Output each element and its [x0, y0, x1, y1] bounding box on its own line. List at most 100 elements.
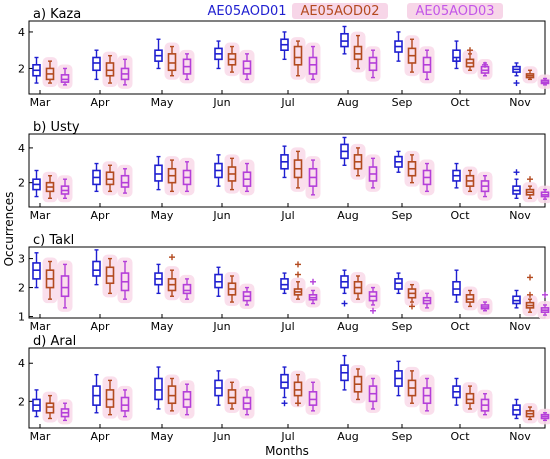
outlier-marker [527, 291, 533, 298]
box-jun-s3 [239, 385, 255, 419]
x-tick-label: May [151, 96, 174, 109]
x-tick-label: Jun [212, 320, 230, 333]
box-jun-s3 [239, 283, 255, 309]
box-iqr [154, 377, 163, 401]
plot-frame [28, 20, 546, 95]
x-tick-label: Nov [509, 320, 531, 333]
box-jun-s1 [214, 370, 223, 406]
box-jul-s1 [280, 272, 289, 295]
x-tick-label: Oct [450, 96, 470, 109]
box-apr-s3 [117, 385, 133, 421]
x-tick-label: Sep [392, 430, 413, 443]
box-sep-s1 [394, 150, 403, 173]
box-iqr [167, 53, 177, 72]
box-apr-s2 [102, 376, 118, 419]
box-iqr [60, 74, 70, 83]
box-iqr [242, 60, 252, 75]
legend-item-2: AE05AOD02 [300, 4, 379, 19]
x-tick-label: Nov [509, 96, 531, 109]
box-aug-s2 [350, 143, 366, 180]
box-mar-s2 [42, 57, 58, 88]
box-halo [117, 55, 133, 89]
box-halo [477, 58, 493, 80]
outlier-marker [370, 307, 376, 314]
panel-4: d) Aral 2 4 Mar Apr May Jun Jul Aug Sep Oct Nov [18, 334, 550, 443]
x-tick-label: May [151, 320, 174, 333]
box-iqr [60, 275, 70, 298]
y-tick-label: 4 [18, 26, 25, 39]
box-iqr [227, 389, 237, 405]
y-tick-label: 2 [18, 177, 25, 190]
box-halo [365, 46, 381, 82]
box-aug-s2 [350, 271, 366, 304]
box-halo [117, 164, 133, 198]
box-sep-s1 [394, 31, 403, 62]
box-aug-s1 [340, 354, 349, 391]
box-halo [404, 366, 420, 408]
box-halo [102, 161, 118, 196]
outlier-marker [467, 47, 473, 54]
box-nov-s2 [522, 66, 538, 84]
box-apr-s2 [102, 161, 118, 196]
box-halo [164, 266, 180, 301]
x-tick-label: Jul [280, 96, 294, 109]
box-iqr [340, 32, 349, 48]
legend-item-1: AE05AOD01 [207, 4, 286, 19]
box-oct-s3 [477, 389, 493, 419]
box-mar-s3 [57, 260, 73, 312]
box-halo [117, 385, 133, 421]
x-tick-label: Aug [337, 209, 358, 222]
box-halo [365, 154, 381, 192]
box-nov-s3 [537, 408, 550, 425]
box-apr-s2 [102, 51, 118, 88]
x-tick-label: Aug [337, 96, 358, 109]
x-tick-label: Oct [450, 320, 470, 333]
box-nov-s2 [522, 403, 538, 424]
box-mar-s3 [57, 64, 73, 89]
box-oct-s3 [477, 298, 493, 315]
legend: AE05AOD01 AE05AOD02 AE05AOD03 [207, 3, 503, 19]
box-jun-s2 [224, 271, 240, 307]
box-oct-s2 [462, 49, 478, 75]
box-halo [522, 66, 538, 84]
y-tick-label: 2 [18, 62, 25, 75]
box-mar-s1 [32, 389, 41, 418]
x-tick-label: Apr [90, 320, 110, 333]
box-halo [42, 257, 58, 304]
box-mar-s1 [32, 252, 41, 289]
box-may-s1 [154, 38, 163, 70]
x-tick-label: Jul [280, 320, 294, 333]
box-iqr [154, 164, 163, 182]
box-halo [239, 385, 255, 419]
box-mar-s1 [32, 169, 41, 198]
box-jul-s1 [280, 145, 289, 179]
box-jul-s3 [305, 286, 321, 308]
outlier-marker [341, 300, 348, 307]
box-iqr [120, 174, 130, 188]
y-tick-label: 1 [18, 311, 25, 324]
box-apr-s3 [117, 55, 133, 89]
box-apr-s3 [117, 164, 133, 198]
outlier-marker [295, 271, 301, 278]
panel-title: d) Aral [33, 334, 76, 349]
box-mar-s2 [42, 391, 58, 423]
outlier-marker [169, 254, 175, 261]
box-jun-s2 [224, 378, 240, 413]
box-halo [462, 49, 478, 75]
box-halo [462, 382, 478, 413]
box-sep-s2 [404, 35, 420, 77]
box-sep-s3 [419, 374, 435, 415]
box-oct-s2 [462, 286, 478, 311]
box-jun-s1 [214, 266, 223, 297]
x-tick-label: Sep [392, 209, 413, 222]
panel-title: a) Kaza [33, 7, 81, 22]
x-tick-label: May [151, 209, 174, 222]
outlier-marker [409, 303, 415, 310]
box-nov-s2 [522, 182, 538, 203]
box-iqr [293, 45, 303, 66]
box-apr-s1 [92, 249, 101, 286]
outlier-marker [453, 58, 460, 65]
box-aug-s3 [365, 46, 381, 82]
box-mar-s3 [57, 175, 73, 203]
box-iqr [465, 392, 475, 405]
